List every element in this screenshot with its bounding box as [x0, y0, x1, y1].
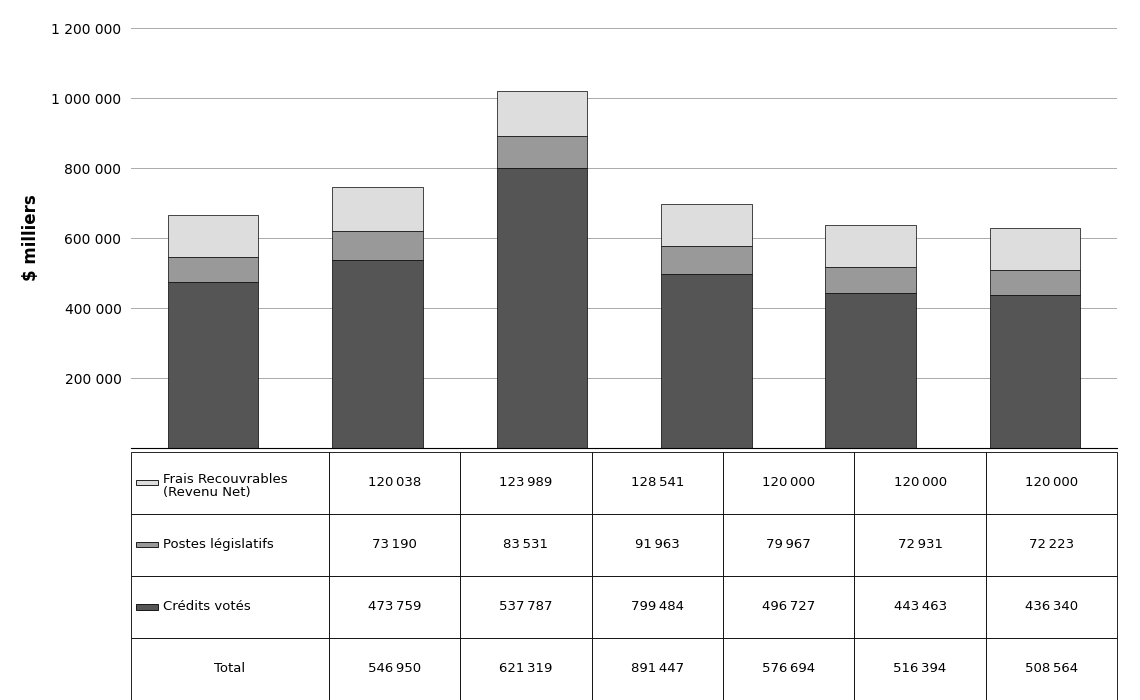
Bar: [990, 270, 1081, 295]
FancyBboxPatch shape: [136, 542, 157, 547]
Bar: [168, 215, 259, 257]
FancyBboxPatch shape: [136, 480, 157, 485]
Bar: [825, 267, 915, 293]
Bar: [661, 246, 751, 274]
Bar: [497, 168, 587, 448]
Text: Crédits votés: Crédits votés: [163, 601, 251, 613]
Bar: [168, 282, 259, 448]
Bar: [333, 187, 423, 230]
Bar: [825, 225, 915, 267]
FancyBboxPatch shape: [136, 604, 157, 610]
Text: Postes législatifs: Postes législatifs: [163, 538, 274, 551]
Y-axis label: $ milliers: $ milliers: [22, 195, 40, 281]
Bar: [990, 295, 1081, 448]
Bar: [825, 293, 915, 448]
Bar: [333, 260, 423, 448]
Bar: [661, 204, 751, 246]
Bar: [990, 228, 1081, 270]
Bar: [168, 257, 259, 282]
Text: (Revenu Net): (Revenu Net): [163, 486, 251, 499]
Bar: [497, 136, 587, 168]
Bar: [333, 230, 423, 260]
Bar: [661, 274, 751, 448]
Bar: [497, 91, 587, 136]
Text: Frais Recouvrables: Frais Recouvrables: [163, 473, 287, 486]
